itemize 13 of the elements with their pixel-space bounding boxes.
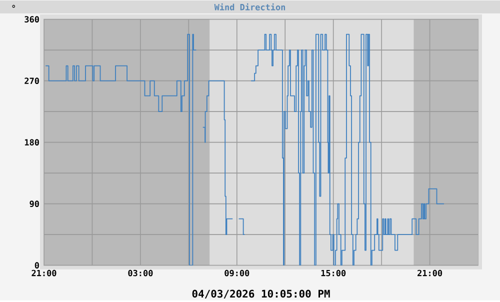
- x-tick-label: 15:00: [321, 270, 346, 276]
- x-axis-title: 04/03/2026 10:05:00 PM: [192, 290, 330, 299]
- y-tick-label: 0: [34, 262, 39, 269]
- y-tick-label: 360: [24, 16, 39, 23]
- x-tick-label: 21:00: [32, 270, 56, 276]
- y-tick-label: 180: [24, 139, 39, 146]
- x-tick-label: 09:00: [224, 270, 250, 276]
- y-tick-label: 90: [30, 200, 39, 208]
- y-tick-label: 270: [24, 78, 39, 84]
- y-axis-title: °: [12, 5, 16, 8]
- chart-title: Wind Direction: [214, 3, 286, 10]
- x-tick-label: 21:00: [418, 270, 442, 276]
- x-tick-label: 03:00: [128, 270, 153, 276]
